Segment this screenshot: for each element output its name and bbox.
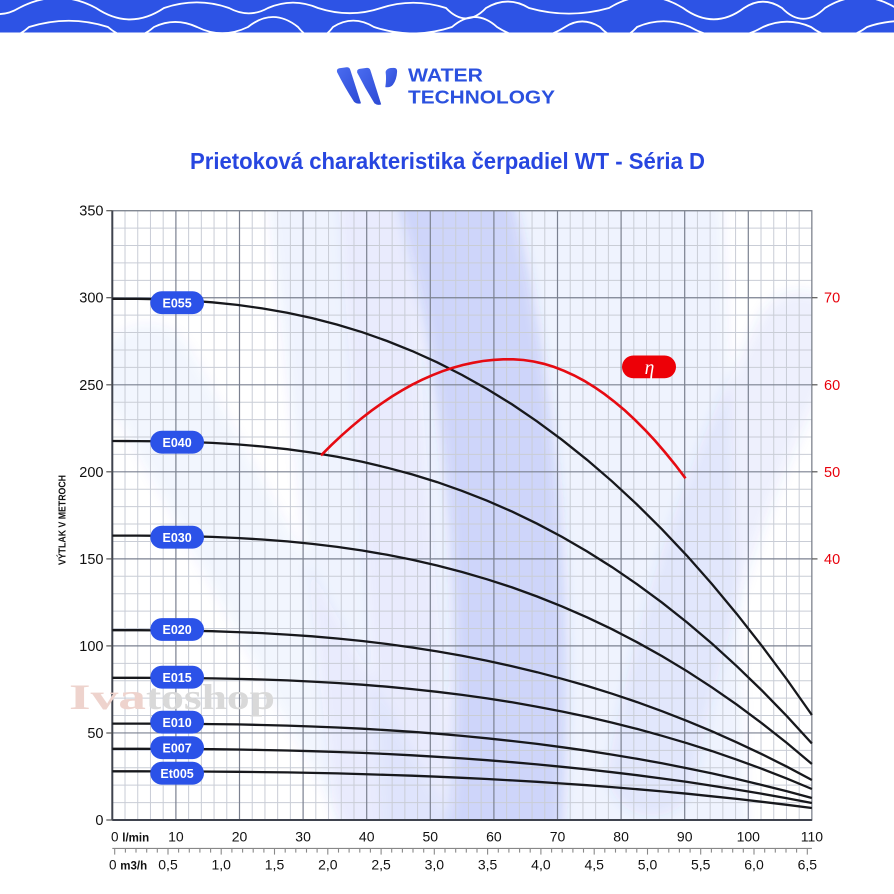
svg-text:100: 100: [737, 829, 761, 845]
svg-text:TECHNOLOGY: TECHNOLOGY: [408, 87, 556, 108]
svg-text:40: 40: [359, 829, 375, 845]
svg-text:E055: E055: [162, 296, 191, 310]
svg-text:60: 60: [824, 378, 840, 394]
svg-text:50: 50: [824, 465, 840, 481]
svg-text:0 l/min: 0 l/min: [111, 830, 149, 845]
svg-text:90: 90: [677, 829, 693, 845]
svg-text:E015: E015: [162, 671, 191, 685]
svg-text:WATER: WATER: [408, 65, 483, 86]
svg-text:200: 200: [79, 465, 103, 481]
svg-text:3,5: 3,5: [478, 857, 498, 873]
svg-text:110: 110: [801, 829, 824, 845]
svg-text:1,0: 1,0: [211, 857, 231, 873]
svg-text:250: 250: [79, 378, 103, 394]
svg-text:80: 80: [613, 829, 629, 845]
svg-text:3,0: 3,0: [425, 857, 445, 873]
svg-text:5,0: 5,0: [638, 857, 658, 873]
svg-text:150: 150: [79, 552, 103, 568]
svg-text:10: 10: [168, 829, 184, 845]
svg-text:E030: E030: [162, 531, 191, 545]
svg-text:50: 50: [87, 726, 103, 742]
svg-text:20: 20: [232, 829, 248, 845]
svg-text:100: 100: [79, 639, 103, 655]
svg-text:E007: E007: [162, 741, 191, 755]
svg-text:2,0: 2,0: [318, 857, 338, 873]
svg-text:Iva: Iva: [69, 677, 146, 717]
svg-text:E040: E040: [162, 436, 191, 450]
svg-text:E010: E010: [162, 716, 191, 730]
svg-text:6,0: 6,0: [744, 857, 764, 873]
svg-text:VÝTLAK V METROCH: VÝTLAK V METROCH: [56, 475, 69, 565]
svg-text:η: η: [645, 358, 655, 379]
svg-text:2,5: 2,5: [371, 857, 391, 873]
svg-text:0: 0: [95, 813, 103, 829]
svg-text:Et005: Et005: [160, 767, 193, 781]
svg-text:300: 300: [79, 291, 103, 307]
svg-text:6,5: 6,5: [798, 857, 818, 873]
svg-text:30: 30: [295, 829, 311, 845]
svg-text:40: 40: [824, 552, 840, 568]
svg-text:50: 50: [423, 829, 439, 845]
svg-text:E020: E020: [162, 623, 191, 637]
svg-text:Prietoková charakteristika čer: Prietoková charakteristika čerpadiel WT …: [190, 148, 705, 174]
svg-text:0,5: 0,5: [158, 857, 178, 873]
svg-text:1,5: 1,5: [265, 857, 285, 873]
svg-text:4,0: 4,0: [531, 857, 551, 873]
svg-text:60: 60: [486, 829, 502, 845]
svg-text:4,5: 4,5: [584, 857, 604, 873]
svg-text:350: 350: [79, 204, 103, 220]
svg-text:70: 70: [824, 291, 840, 307]
svg-text:0 m3/h: 0 m3/h: [109, 858, 147, 873]
svg-text:5,5: 5,5: [691, 857, 711, 873]
svg-text:70: 70: [550, 829, 566, 845]
